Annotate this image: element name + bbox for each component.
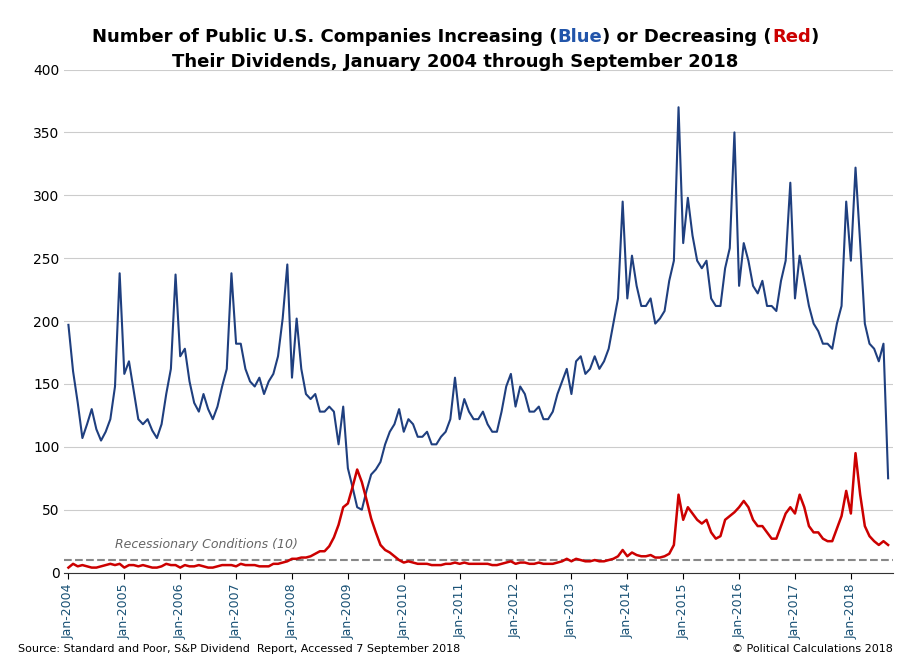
Text: Source: Standard and Poor, S&P Dividend  Report, Accessed 7 September 2018: Source: Standard and Poor, S&P Dividend … (18, 644, 460, 654)
Text: © Political Calculations 2018: © Political Calculations 2018 (732, 644, 893, 654)
Text: Number of Public U.S. Companies Increasing (: Number of Public U.S. Companies Increasi… (92, 28, 558, 46)
Text: Blue: Blue (558, 28, 602, 46)
Text: ) or Decreasing (: ) or Decreasing ( (602, 28, 772, 46)
Text: Recessionary Conditions (10): Recessionary Conditions (10) (115, 538, 298, 551)
Text: Their Dividends, January 2004 through September 2018: Their Dividends, January 2004 through Se… (172, 53, 739, 71)
Text: ): ) (811, 28, 819, 46)
Text: Red: Red (772, 28, 811, 46)
